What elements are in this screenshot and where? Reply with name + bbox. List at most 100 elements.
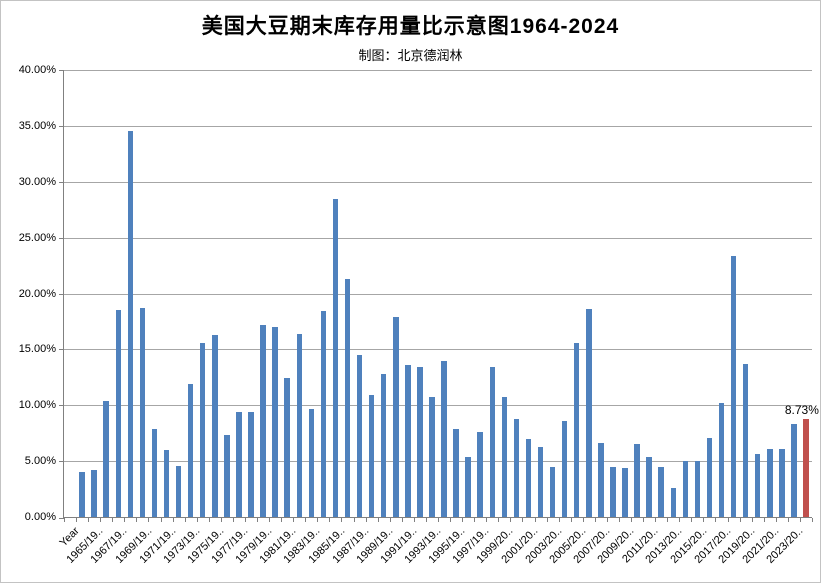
x-axis-tick [232,518,234,522]
x-axis-tick [655,518,657,522]
bar-1994/1995 [441,360,447,517]
bar-1981/1982 [284,378,290,517]
x-axis-tick [739,518,741,522]
bar-1993/1994 [429,397,435,517]
bar-1975/1976 [212,334,218,517]
bar-2013/2014 [670,487,676,517]
bar-2007/2008 [598,443,604,517]
bar-2015/2016 [694,461,701,517]
x-axis-tick [643,518,645,522]
y-axis-tick [59,70,64,71]
y-axis-tick [59,349,64,351]
gridline [64,125,812,127]
x-axis-tick [184,518,186,522]
chart-subtitle: 制图：北京德润林 [358,48,463,63]
bar-2010/2011 [634,444,640,517]
bar-2009/2010 [622,467,628,517]
bar-2006/2007 [586,309,592,517]
x-axis-tick [787,518,789,522]
bar-1996/1997 [465,456,471,517]
x-axis-tick [534,518,536,522]
x-axis-tick [498,518,500,522]
x-axis-tick [220,518,222,522]
y-axis-tick [59,293,64,295]
y-axis-tick [59,461,64,463]
gridline [64,405,812,407]
y-axis-label: 30.00% [18,175,56,188]
bar-1976/1977 [224,435,230,517]
chart-title: 美国大豆期末库存用量比示意图1964-2024 [201,15,620,38]
bar-2003/2004 [549,466,556,517]
x-axis-tick [64,518,65,522]
bar-1989/1990 [380,373,387,517]
bar-1972/1973 [175,465,182,517]
y-axis-tick [59,237,64,239]
gridline [64,349,812,351]
y-axis-tick [59,405,64,407]
bar-1985/1986 [332,198,339,517]
bar-2020/2021 [754,454,761,517]
y-axis-tick [59,125,64,127]
x-axis-tick [317,518,319,522]
bar-2008/2009 [610,466,616,517]
x-axis-tick [425,518,427,522]
bar-2014/2015 [682,461,689,517]
x-axis-tick [124,518,126,522]
bar-1965/1966 [91,470,97,517]
x-axis-tick [727,518,729,522]
x-axis-tick [329,518,331,522]
bar-2023/2024 [791,424,797,517]
x-axis-tick [112,518,114,522]
x-axis-tick [196,518,198,522]
bar-1969/1970 [139,308,146,517]
x-axis-tick [353,518,355,522]
x-axis-tick [293,518,295,522]
x-axis-tick [618,518,620,522]
y-axis-tick [59,181,64,183]
bar-1999/2000 [501,397,508,517]
x-axis-tick [136,518,138,522]
bar-1991/1992 [405,365,411,517]
x-axis-tick [269,518,271,522]
bar-2012/2013 [658,466,664,517]
x-axis-tick [594,518,596,522]
gridline [64,237,812,239]
x-axis-tick [546,518,548,522]
x-axis-tick [522,518,524,522]
x-axis-tick [474,518,476,522]
x-axis-tick [703,518,705,522]
x-axis-tick [812,518,813,522]
bar-1997/1998 [477,432,483,517]
bar-1980/1981 [272,327,278,517]
x-axis-tick [558,518,560,522]
x-axis-tick [582,518,584,522]
x-axis-tick [763,518,765,522]
y-axis-label: 10.00% [18,399,56,412]
bar-2011/2012 [646,456,652,517]
x-axis-tick [341,518,343,522]
bar-2017/2018 [718,403,725,517]
bar-2019/2020 [742,363,749,517]
x-axis-tick [570,518,572,522]
y-axis-label: 35.00% [18,119,56,132]
bar-1974/1975 [199,342,206,517]
x-axis-tick [305,518,307,522]
x-axis-tick [450,518,452,522]
x-axis-tick [76,518,78,522]
bar-2001/2002 [525,438,532,517]
gridline [64,181,812,183]
x-axis-tick [631,518,633,522]
x-axis-tick [799,518,801,522]
x-axis-tick [389,518,391,522]
gridline [64,461,812,463]
y-axis-label: 40.00% [18,64,56,76]
y-axis-label: 15.00% [18,343,56,356]
x-axis-tick [751,518,753,522]
x-axis-tick [88,518,90,522]
gridline [64,70,812,71]
bar-1964/1965 [79,472,85,517]
y-axis-label: 0.00% [24,511,56,523]
bar-1983/1984 [308,408,315,517]
x-axis-tick [679,518,681,522]
